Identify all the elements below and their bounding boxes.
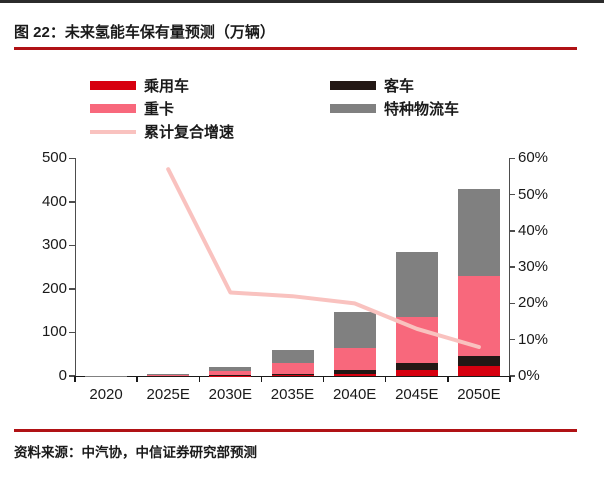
bar-segment-logistics-2040E (333, 311, 376, 349)
right-axis-tick-label: 20% (518, 294, 549, 312)
legend-item-cagr-line: 累计复合增速 (90, 120, 330, 143)
bar-segment-passenger-2040E (333, 373, 376, 376)
legend-label-logistics-vehicle: 特种物流车 (384, 101, 460, 118)
right-axis-tick-label: 10% (518, 330, 549, 348)
left-axis-tick-label: 500 (41, 149, 67, 167)
legend-label-bus: 客车 (384, 78, 415, 95)
x-axis-tick (74, 376, 76, 382)
bar-segment-bus-2045E (395, 362, 438, 370)
left-axis-tick-label: 200 (41, 279, 67, 297)
bar-segment-truck-2030E (209, 370, 252, 376)
legend-item-passenger-car: 乘用车 (90, 74, 330, 97)
left-axis-tick-label: 0 (58, 367, 67, 384)
x-axis-tick (385, 376, 387, 382)
left-axis-tick-label: 400 (41, 192, 67, 210)
left-axis-tick-label: 300 (41, 236, 67, 254)
x-axis-tick (136, 376, 138, 382)
chart-legend: 乘用车 客车 重卡 特种物流车 累计复合增速 (90, 74, 459, 143)
legend-swatch-cagr-line (90, 129, 136, 134)
left-axis-tick (69, 201, 75, 203)
x-axis-category-label: 2040E (332, 386, 377, 403)
right-axis-tick (509, 339, 515, 341)
x-axis-category-label: 2045E (395, 386, 439, 403)
legend-swatch-passenger-car (90, 81, 136, 90)
right-axis-tick (509, 193, 515, 196)
source-text: 资料来源：中汽协，中信证券研究部预测 (14, 445, 257, 460)
bar-segment-truck-2045E (395, 317, 438, 363)
right-axis-tick-label: 30% (518, 258, 549, 276)
right-axis-tick (509, 375, 515, 377)
legend-swatch-heavy-truck (90, 104, 136, 113)
right-axis-tick (509, 157, 515, 159)
title-underline (14, 47, 577, 50)
right-axis-tick-label: 60% (518, 149, 549, 167)
right-axis-tick-label: 50% (518, 185, 549, 203)
x-axis-tick (198, 376, 200, 382)
bar-segment-bus-2035E (271, 373, 314, 376)
legend-swatch-logistics-vehicle (330, 104, 376, 113)
left-axis-tick (69, 157, 75, 159)
bar-segment-logistics-2050E (457, 188, 500, 276)
legend-swatch-bus (330, 81, 376, 90)
left-axis-tick (69, 331, 75, 334)
x-axis-category-label: 2025E (146, 386, 190, 403)
x-axis-category-label: 2050E (457, 386, 501, 403)
legend-label-heavy-truck: 重卡 (144, 101, 175, 118)
bar-segment-truck-2050E (457, 275, 500, 356)
legend-label-passenger-car: 乘用车 (144, 78, 190, 95)
bar-segment-passenger-2035E (271, 375, 314, 376)
x-axis-tick (260, 376, 263, 382)
top-border (0, 0, 604, 3)
x-axis-category-label: 2020 (89, 386, 123, 403)
bar-segment-bus-2040E (333, 369, 376, 374)
figure-title: 图 22：未来氢能车保有量预测（万辆） (14, 24, 275, 41)
right-axis-tick (509, 302, 515, 305)
x-axis-category-label: 2030E (208, 386, 253, 403)
bar-segment-truck-2025E (147, 374, 190, 376)
bar-segment-logistics-2025E (147, 373, 190, 375)
legend-item-bus: 客车 (330, 74, 459, 97)
x-axis-tick (322, 376, 325, 382)
left-axis-tick (69, 244, 75, 247)
bar-segment-truck-2035E (271, 362, 314, 374)
left-axis-tick (69, 288, 75, 290)
legend-item-logistics-vehicle: 特种物流车 (330, 97, 459, 120)
left-axis-tick-label: 100 (41, 323, 67, 341)
x-axis-line (75, 375, 510, 378)
right-axis-tick-label: 0% (518, 367, 540, 384)
x-axis-tick (447, 376, 449, 382)
right-axis-tick (509, 266, 515, 268)
bar-segment-logistics-2045E (395, 251, 438, 318)
left-axis-spine (75, 158, 77, 376)
x-axis-category-label: 2035E (270, 386, 315, 403)
legend-label-cagr-line: 累计复合增速 (144, 124, 235, 141)
right-axis-tick-label: 40% (518, 221, 549, 239)
bar-segment-logistics-2030E (209, 367, 252, 371)
bar-segment-passenger-2045E (395, 369, 438, 376)
source-divider (14, 429, 577, 432)
left-axis-tick (69, 375, 75, 377)
x-axis-tick (509, 376, 511, 382)
legend-item-heavy-truck: 重卡 (90, 97, 330, 120)
bar-segment-truck-2040E (333, 348, 376, 370)
bar-segment-logistics-2035E (271, 349, 314, 363)
bar-segment-passenger-2050E (457, 365, 500, 376)
right-axis-tick (509, 230, 515, 232)
bar-segment-bus-2050E (457, 355, 500, 366)
